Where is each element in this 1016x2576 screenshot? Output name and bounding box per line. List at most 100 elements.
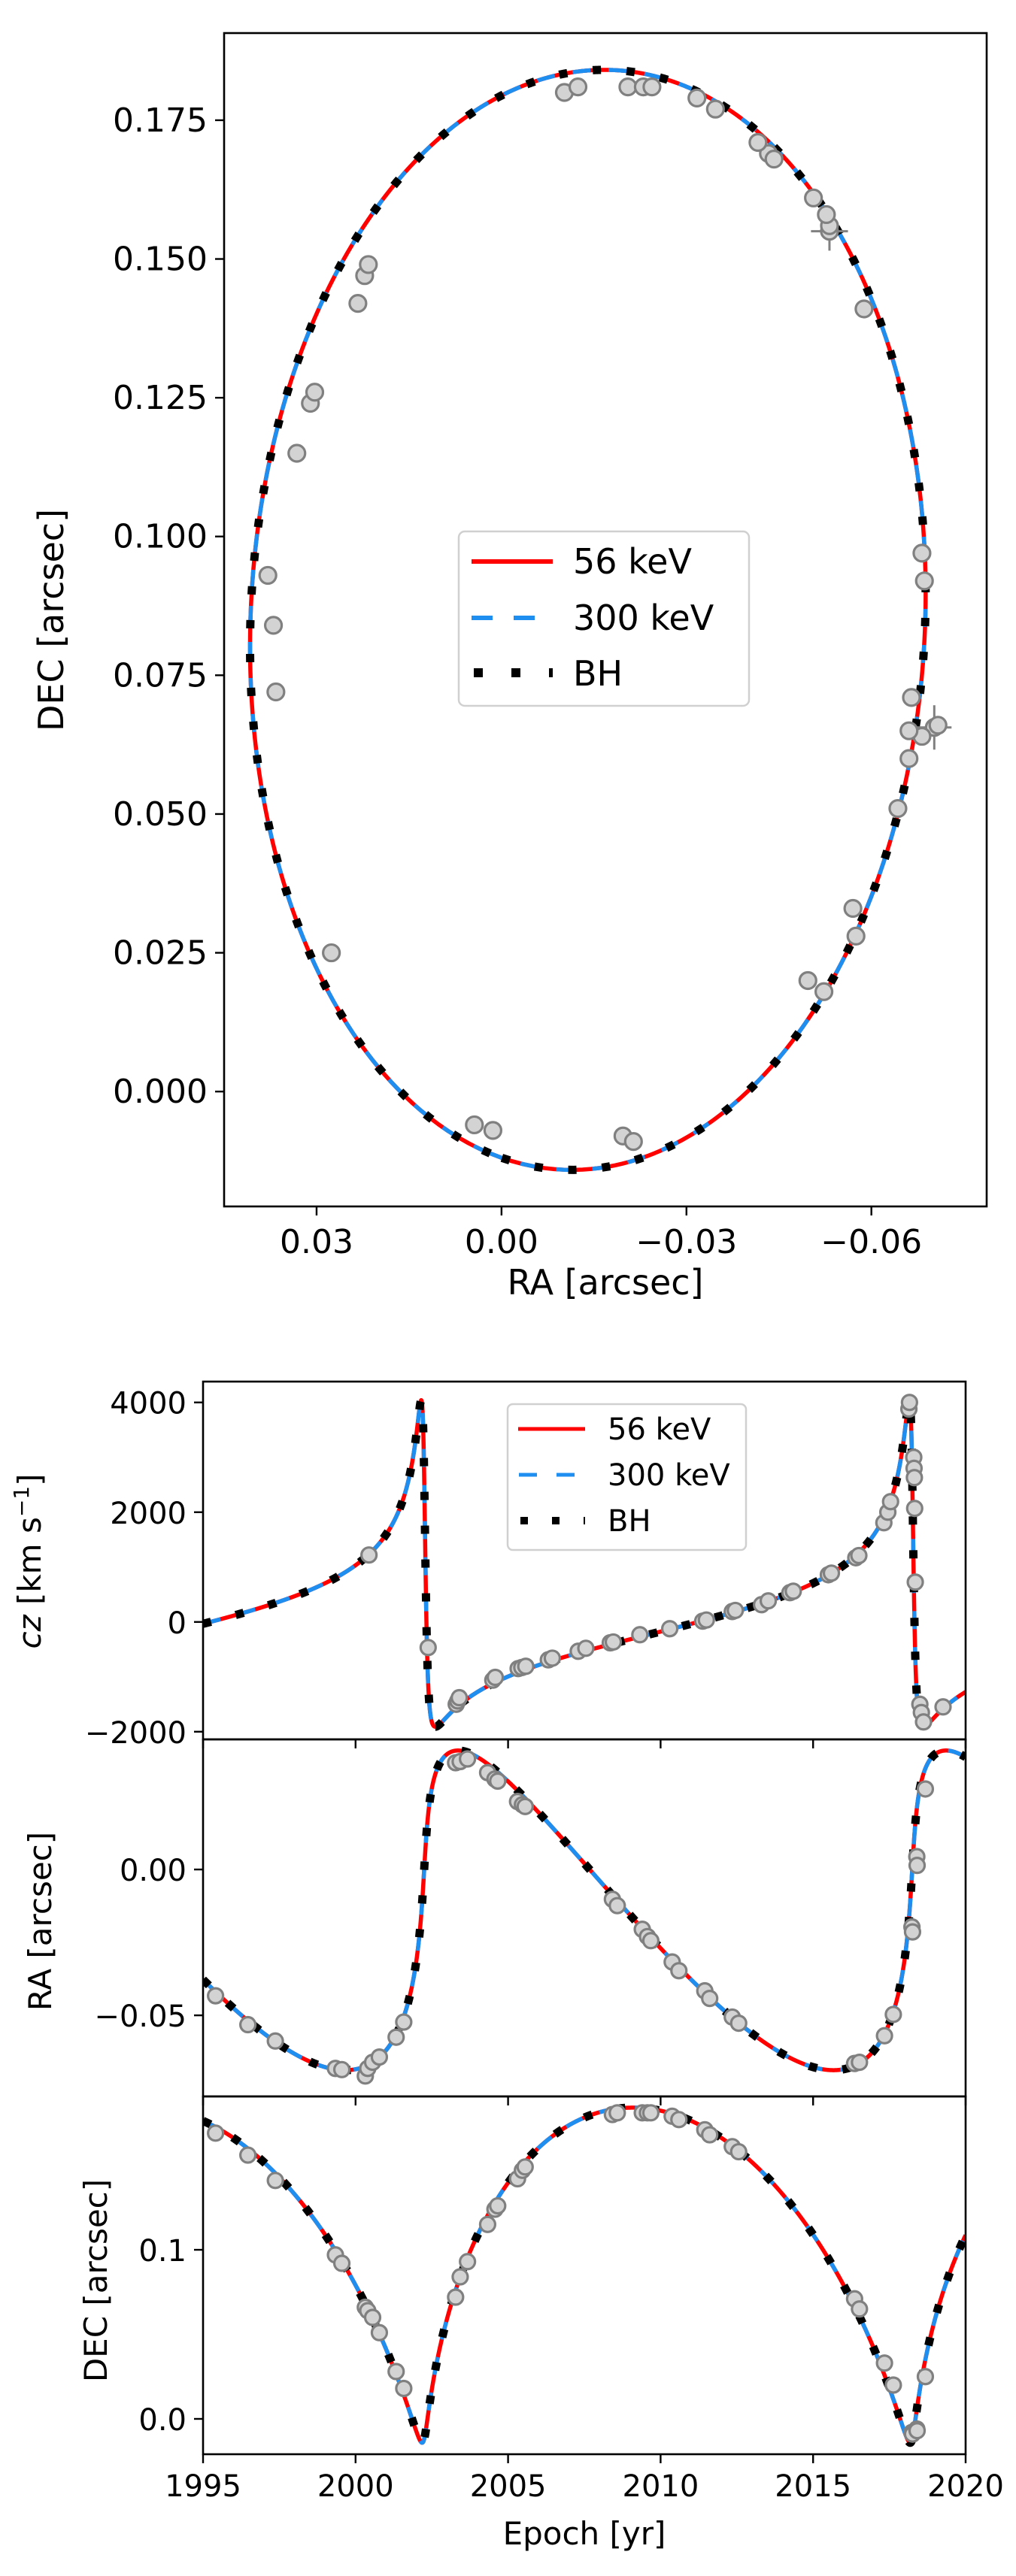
ra-observation-point [332, 2060, 351, 2078]
orbit-axes-frame [223, 32, 988, 1208]
cz-observation-point [905, 1500, 923, 1518]
ra-observations [207, 1750, 935, 2085]
dec-observation-point [332, 2254, 351, 2272]
cz-legend-frame [506, 1403, 748, 1551]
dec-observation-point [875, 2354, 893, 2372]
orbit-y-tick-label: 0.125 [113, 379, 208, 417]
orbit-observation-point [322, 943, 341, 963]
epoch-x-tick-label: 1995 [165, 2469, 241, 2504]
orbit-observation-point [705, 99, 725, 119]
orbit-observation-point [642, 77, 662, 97]
ra-y-tick-label: −0.05 [94, 1999, 187, 2034]
epoch-x-axis-label: Epoch [yr] [503, 2515, 666, 2552]
orbit-observation-point [263, 616, 284, 635]
cz-y-tick-label: 2000 [110, 1497, 187, 1531]
cz-y-axis-label-exponent: −1 [9, 1486, 34, 1517]
cz-observation-point [543, 1649, 562, 1667]
dec-observation-point [395, 2379, 413, 2398]
dec-observation-point [489, 2196, 507, 2215]
cz-observation-point [360, 1546, 378, 1564]
orbit-observations [258, 77, 952, 1152]
dec-observation-point [266, 2172, 284, 2190]
cz-observation-point [900, 1394, 918, 1412]
dec-observation-point [641, 2104, 660, 2122]
ra-observation-point [239, 2015, 257, 2034]
cz-legend-label-300kev: 300 keV [608, 1458, 730, 1493]
orbit-observation-point [888, 798, 908, 819]
orbit-observation-point [814, 982, 834, 1001]
dec-y-ticks: 0.0 0.1 [138, 2234, 203, 2438]
orbit-x-tick-label: 0.00 [465, 1223, 538, 1261]
epoch-x-tick-label: 2005 [470, 2469, 547, 2504]
cz-observation-point [906, 1573, 924, 1591]
dec-observation-point [478, 2215, 497, 2233]
cz-observation-point [604, 1633, 623, 1651]
orbit-observation-point [928, 716, 948, 735]
cz-observation-point [914, 1713, 933, 1731]
dec-observations [207, 2104, 935, 2443]
orbit-y-tick-label: 0.075 [113, 656, 208, 695]
orbit-observation-point [359, 255, 378, 274]
cz-observation-point [881, 1493, 899, 1511]
legend-label-300kev: 300 keV [573, 598, 714, 638]
dec-observation-point [908, 2422, 927, 2440]
orbit-observation-point [854, 299, 874, 319]
orbit-observation-point [902, 688, 921, 707]
orbit-x-tick-label: −0.03 [635, 1223, 737, 1261]
dec-epoch-panel: 0.0 0.1 1995 2000 2005 2010 2015 2020 DEC [arc… [77, 2095, 1004, 2552]
dec-observation-point [370, 2323, 389, 2341]
orbit-curve-bh [246, 65, 930, 1174]
orbit-observation-point [914, 571, 934, 591]
cz-observation-point [759, 1592, 778, 1610]
ra-observation-point [370, 2048, 389, 2066]
cz-y-ticks: −2000 0 2000 4000 [85, 1387, 203, 1751]
ra-observation-point [903, 1923, 922, 1941]
orbit-observation-point [899, 749, 919, 768]
dec-observation-point [363, 2308, 382, 2326]
orbit-observation-point [899, 721, 919, 740]
orbit-x-tick-label: −0.06 [820, 1223, 922, 1261]
ra-observation-point [701, 1990, 719, 2008]
cz-observation-point [660, 1620, 679, 1638]
orbit-observation-point [266, 682, 286, 702]
cz-observation-point [517, 1657, 535, 1675]
cz-legend-label-56kev: 56 keV [608, 1412, 711, 1447]
cz-observation-point [486, 1668, 505, 1687]
cz-observations [360, 1394, 952, 1731]
dec-observation-point [451, 2268, 469, 2286]
legend-label-bh: BH [573, 653, 623, 694]
dec-x-ticks: 1995 2000 2005 2010 2015 2020 [165, 2454, 1004, 2504]
orbit-y-axis-label: DEC [arcsec] [31, 509, 71, 731]
orbit-observation-point [618, 77, 638, 97]
orbit-observation-point [465, 1115, 484, 1135]
dec-observation-point [884, 2376, 902, 2394]
dec-observation-point [387, 2363, 405, 2381]
dec-model-curves [203, 2103, 966, 2447]
dec-observation-point [608, 2104, 626, 2122]
ra-observation-point [875, 2027, 893, 2045]
orbit-observation-point [748, 132, 768, 153]
orbit-legend: 56 keV 300 keV BH [457, 530, 751, 707]
cz-observation-point [697, 1611, 715, 1629]
orbit-x-axis-label: RA [arcsec] [507, 1262, 703, 1303]
ra-observation-point [459, 1750, 477, 1768]
orbit-y-ticks: 0.000 0.025 0.050 0.075 0.100 0.125 0.150 0.175 [113, 101, 224, 1111]
orbit-panel: 0.03 0.00 −0.03 −0.06 0.0000.0250.0500.0750… [31, 32, 988, 1303]
ra-observation-point [908, 1857, 927, 1875]
ra-observation-point [884, 2005, 902, 2024]
ra-observation-point [851, 2053, 869, 2072]
orbit-y-tick-label: 0.025 [113, 934, 208, 973]
orbit-observation-point [817, 204, 836, 225]
cz-observation-point [631, 1626, 649, 1644]
dec-observation-point [447, 2288, 465, 2306]
orbit-observation-point [348, 294, 368, 313]
dec-curve-56-kev [203, 2105, 966, 2445]
epoch-x-tick-label: 2010 [623, 2469, 699, 2504]
cz-observation-point [905, 1469, 923, 1487]
cz-observation-point [850, 1546, 868, 1565]
cz-observation-point [822, 1564, 841, 1582]
orbit-observation-point [483, 1121, 503, 1140]
cz-observation-point [784, 1582, 802, 1600]
